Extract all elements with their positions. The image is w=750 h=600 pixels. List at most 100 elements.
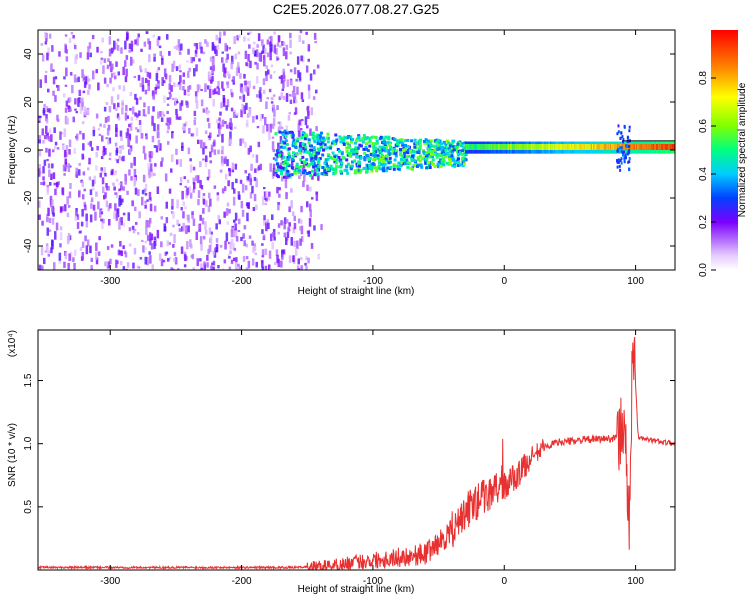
spectrogram-cell bbox=[69, 251, 73, 261]
spectrogram-cell bbox=[210, 144, 214, 149]
spectrogram-cell bbox=[257, 165, 261, 170]
spectrogram-cell bbox=[114, 192, 117, 195]
spectrogram-cell bbox=[300, 257, 303, 261]
spectrogram-cell bbox=[281, 166, 285, 170]
spectrogram-cell bbox=[122, 212, 126, 216]
spectrogram-cell bbox=[278, 165, 282, 169]
spectrogram-cell bbox=[273, 269, 276, 270]
spectrogram-cell bbox=[190, 56, 193, 64]
spectrogram-cell bbox=[323, 161, 327, 165]
spectrogram-cell bbox=[199, 180, 202, 188]
spectrogram-y-tick-label: -20 bbox=[23, 190, 34, 205]
spectrogram-cell bbox=[146, 71, 150, 78]
spectrogram-cell bbox=[246, 176, 249, 181]
spectrogram-cell bbox=[243, 105, 246, 114]
spectrogram-cell bbox=[298, 119, 302, 126]
spectrogram-x-tick-label: 0 bbox=[501, 276, 507, 287]
spectrogram-cell bbox=[262, 234, 266, 240]
spectrogram-cell bbox=[125, 55, 129, 60]
spectrogram-cell bbox=[503, 144, 506, 150]
spectrogram-cell bbox=[183, 89, 187, 96]
spectrogram-cell bbox=[108, 48, 112, 57]
spectrogram-cell bbox=[386, 159, 390, 163]
spectrogram-cell bbox=[317, 253, 320, 260]
spectrogram-cell bbox=[174, 257, 178, 265]
spectrogram-cell bbox=[553, 144, 556, 150]
spectrogram-cell bbox=[431, 154, 435, 158]
spectrogram-cell bbox=[298, 130, 301, 137]
spectrogram-cell bbox=[155, 84, 158, 90]
spectrogram-cell bbox=[538, 144, 541, 150]
spectrogram-cell bbox=[272, 167, 276, 177]
spectrogram-cell bbox=[561, 144, 564, 150]
spectrogram-cell bbox=[241, 138, 245, 144]
spectrogram-cell bbox=[84, 76, 88, 85]
spectrogram-cell bbox=[248, 235, 252, 239]
spectrogram-cell bbox=[272, 149, 275, 153]
spectrogram-cell bbox=[359, 168, 363, 172]
spectrogram-cell bbox=[345, 141, 349, 145]
spectrogram-cell bbox=[232, 257, 236, 262]
spectrogram-cell bbox=[192, 218, 196, 226]
spectrogram-cell bbox=[425, 166, 429, 170]
spectrogram-cell bbox=[329, 146, 332, 150]
spectrogram-cell bbox=[346, 153, 350, 157]
spectrogram-cell bbox=[316, 138, 320, 142]
spectrogram-cell bbox=[51, 163, 54, 169]
spectrogram-cell bbox=[460, 153, 464, 157]
spectrogram-cell bbox=[361, 140, 365, 144]
spectrogram-cell bbox=[476, 144, 479, 150]
spectrogram-cell bbox=[382, 147, 386, 151]
spectrogram-cell bbox=[309, 173, 312, 177]
spectrogram-cell bbox=[64, 204, 67, 212]
spectrogram-cell bbox=[150, 168, 153, 177]
spectrogram-cell bbox=[195, 96, 198, 103]
spectrogram-cell bbox=[315, 151, 319, 155]
spectrogram-cell bbox=[193, 182, 196, 190]
spectrogram-cell bbox=[290, 166, 294, 170]
spectrogram-cell bbox=[324, 158, 328, 162]
spectrogram-cell bbox=[288, 112, 291, 115]
spectrogram-cell bbox=[418, 143, 422, 147]
spectrogram-cell bbox=[41, 265, 44, 270]
spectrogram-cell bbox=[270, 101, 274, 104]
spectrogram-cell bbox=[81, 252, 84, 261]
spectrogram-cell bbox=[151, 122, 154, 126]
spectrogram-cell bbox=[75, 167, 78, 175]
spectrogram-cell bbox=[134, 206, 137, 212]
spectrogram-cell bbox=[168, 97, 172, 100]
spectrogram-cell bbox=[42, 166, 45, 174]
spectrogram-cell bbox=[93, 175, 96, 184]
spectrogram-cell bbox=[243, 36, 246, 42]
spectrogram-cell bbox=[424, 138, 428, 142]
spectrogram-cell bbox=[200, 139, 203, 149]
spectrogram-cell bbox=[304, 146, 308, 150]
spectrogram-cell bbox=[375, 139, 379, 143]
spectrogram-cell bbox=[224, 67, 227, 74]
spectrogram-cell bbox=[144, 68, 147, 73]
spectrogram-cell bbox=[215, 49, 218, 57]
spectrogram-cell bbox=[200, 267, 203, 270]
spectrogram-cell bbox=[284, 131, 288, 135]
spectrogram-cell bbox=[345, 158, 349, 162]
spectrogram-cell bbox=[223, 259, 227, 264]
spectrogram-cell bbox=[316, 157, 320, 161]
spectrogram-cell bbox=[255, 94, 259, 98]
spectrogram-cell bbox=[276, 168, 280, 172]
spectrogram-cell bbox=[255, 204, 258, 210]
spectrogram-cell bbox=[179, 177, 183, 183]
spectrogram-cell bbox=[190, 255, 194, 258]
spectrogram-cell bbox=[364, 136, 368, 140]
spectrogram-cell bbox=[389, 160, 392, 164]
spectrogram-cell bbox=[95, 242, 98, 251]
spectrogram-cell bbox=[257, 33, 261, 42]
spectrogram-cell bbox=[197, 139, 200, 145]
colorbar-ticks: 0.00.20.40.60.8 bbox=[698, 71, 716, 277]
spectrogram-cell bbox=[380, 162, 383, 166]
spectrogram-cell bbox=[255, 154, 259, 163]
spectrogram-cell bbox=[354, 141, 357, 145]
spectrogram-cell bbox=[225, 124, 229, 129]
spectrogram-cell bbox=[406, 165, 410, 169]
spectrogram-cell bbox=[208, 89, 212, 99]
spectrogram-cell bbox=[229, 250, 232, 255]
